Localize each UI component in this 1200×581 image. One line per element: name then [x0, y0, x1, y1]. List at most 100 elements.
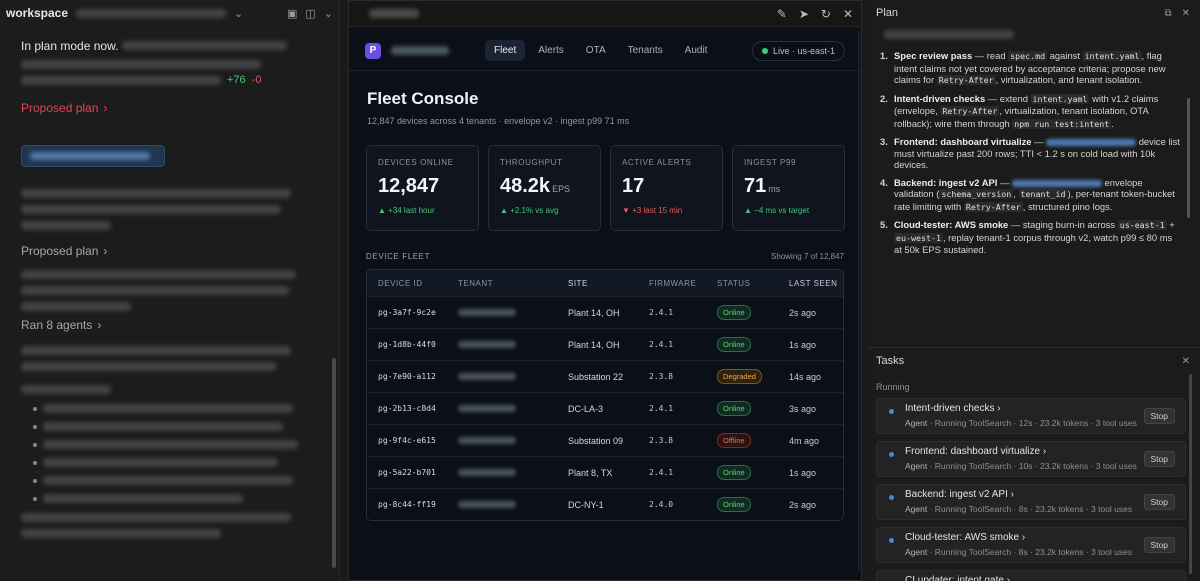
- redacted-text: [458, 436, 516, 444]
- chevron-down-icon[interactable]: ⌄: [234, 7, 244, 20]
- chat-message: [21, 346, 319, 394]
- table-row[interactable]: pg-3a7f-9c2e Plant 14, OH 2.4.1 Online 2s ag…: [367, 296, 843, 328]
- close-icon[interactable]: ✕: [1181, 7, 1190, 19]
- plan-item: 5. Cloud-tester: AWS smoke — staging burn…: [880, 219, 1175, 255]
- redacted-text: [21, 270, 296, 279]
- kpi-delta: ▲ +34 last hour: [378, 206, 435, 215]
- task-card[interactable]: Backend: ingest v2 API › Agent · Running …: [876, 484, 1186, 520]
- site-cell: Substation 09: [568, 435, 624, 446]
- redacted-text: [30, 152, 150, 160]
- table-row[interactable]: pg-1d8b-44f0 Plant 14, OH 2.4.1 Online 1s ag…: [367, 328, 843, 360]
- col-last-seen[interactable]: LAST SEEN: [789, 278, 838, 288]
- col-status[interactable]: STATUS: [717, 278, 751, 288]
- more-icon[interactable]: ⌄: [323, 7, 333, 20]
- app-logo[interactable]: P: [365, 42, 381, 59]
- task-meta: Agent · Running ToolSearch · 12s · 23.2k…: [905, 418, 1137, 428]
- redacted-text: [121, 41, 287, 50]
- ran-agents-label: Ran 8 agents: [21, 318, 93, 332]
- last-seen-cell: 1s ago: [789, 339, 817, 350]
- plan-item-title: Spec review pass: [894, 50, 973, 61]
- tenant-cell: [447, 308, 557, 318]
- redacted-text: [458, 308, 516, 316]
- chat-scrollbar[interactable]: [332, 358, 336, 568]
- last-seen-cell: 2s ago: [789, 307, 817, 318]
- col-firmware[interactable]: FIRMWARE: [649, 278, 697, 288]
- redacted-text: [21, 302, 131, 311]
- status-badge: Online: [717, 401, 751, 416]
- stop-button[interactable]: Stop: [1143, 494, 1175, 510]
- tab-ota[interactable]: OTA: [585, 45, 606, 56]
- running-dot-icon: [889, 538, 894, 543]
- site-cell: Plant 14, OH: [568, 339, 620, 350]
- redacted-text: [884, 30, 1014, 39]
- plan-item: 4. Backend: ingest v2 API — envelope vali…: [880, 176, 1175, 212]
- app-navbar: P Fleet Alerts OTA Tenants Audit Live · …: [349, 31, 861, 71]
- tab-fleet[interactable]: Fleet: [485, 40, 526, 61]
- ran-agents-row[interactable]: Ran 8 agents ›: [21, 318, 319, 332]
- split-view-icon[interactable]: ◫: [305, 7, 316, 20]
- kpi-label: THROUGHPUT: [500, 158, 563, 167]
- summary-list: [21, 404, 319, 503]
- chevron-right-icon: ›: [997, 403, 1001, 414]
- popout-icon[interactable]: ⧉: [1164, 7, 1172, 19]
- status-cell: Online: [706, 465, 778, 480]
- workspace-title: workspace: [6, 6, 69, 20]
- status-cell: Offline: [706, 433, 778, 448]
- refresh-icon[interactable]: ↻: [820, 6, 831, 21]
- task-card[interactable]: Intent-driven checks › Agent · Running To…: [876, 398, 1186, 434]
- proposed-plan-row[interactable]: Proposed plan ›: [21, 244, 319, 258]
- live-region-badge[interactable]: Live · us-east-1: [751, 40, 845, 61]
- plan-scrollbar[interactable]: [1187, 98, 1190, 218]
- close-icon[interactable]: ✕: [842, 6, 853, 21]
- plan-panel: Plan ⧉ ✕ 1. Spec review pass — read spec.…: [868, 0, 1200, 348]
- tenant-cell: [447, 500, 557, 510]
- tasks-header: Tasks ✕: [868, 348, 1200, 374]
- col-device-id[interactable]: DEVICE ID: [378, 278, 423, 288]
- tab-alerts[interactable]: Alerts: [538, 45, 564, 56]
- proposed-plan-link[interactable]: Proposed plan ›: [21, 101, 319, 115]
- stop-button[interactable]: Stop: [1143, 451, 1175, 467]
- task-card[interactable]: Cloud-tester: AWS smoke › Agent · Running…: [876, 527, 1186, 563]
- pointer-icon[interactable]: ➤: [798, 6, 809, 21]
- close-icon[interactable]: ✕: [1181, 355, 1190, 367]
- redacted-text: [458, 500, 516, 508]
- table-row[interactable]: pg-8c44-ff19 DC-NY-1 2.4.0 Online 2s ago: [367, 488, 843, 520]
- plan-title: Plan: [876, 7, 899, 19]
- list-item: [33, 476, 319, 485]
- task-name: CI updater: intent gate ›: [905, 575, 1185, 581]
- tab-audit[interactable]: Audit: [684, 45, 708, 56]
- last-seen-cell: 2s ago: [789, 499, 817, 510]
- tenant-cell: [447, 468, 557, 478]
- col-tenant[interactable]: TENANT: [458, 278, 493, 288]
- plan-item: 3. Frontend: dashboard virtualize — devic…: [880, 136, 1180, 170]
- plan-item-number: 4.: [880, 176, 888, 188]
- redacted-app-name: [391, 46, 449, 55]
- stop-button[interactable]: Stop: [1143, 537, 1175, 553]
- new-note-icon[interactable]: ▣: [286, 7, 298, 20]
- preview-scrollbar[interactable]: [858, 31, 860, 571]
- pencil-icon[interactable]: ✎: [776, 6, 787, 21]
- site-cell: DC-LA-3: [568, 403, 604, 414]
- col-site[interactable]: SITE: [568, 278, 588, 288]
- tasks-scrollbar[interactable]: [1189, 374, 1192, 574]
- kpi-value: 48.2k EPS: [500, 175, 571, 197]
- proposed-plan-label: Proposed plan: [21, 101, 99, 115]
- task-card[interactable]: Frontend: dashboard virtualize › Agent · …: [876, 441, 1186, 477]
- status-cell: Degraded: [706, 369, 778, 384]
- list-item: [33, 422, 319, 431]
- tasks-title: Tasks: [876, 355, 905, 367]
- device-id: pg-8c44-ff19: [378, 500, 436, 509]
- stop-button[interactable]: Stop: [1143, 408, 1175, 424]
- list-item: [33, 494, 319, 503]
- task-card[interactable]: CI updater: intent gate ›: [876, 570, 1186, 581]
- plan-item-number: 5.: [880, 219, 888, 230]
- table-row[interactable]: pg-7e90-a112 Substation 22 2.3.8 Degraded 14…: [367, 360, 843, 392]
- table-row[interactable]: pg-9f4c-e615 Substation 09 2.3.8 Offline 4m …: [367, 424, 843, 456]
- table-row[interactable]: pg-2b13-c8d4 DC-LA-3 2.4.1 Online 3s ago: [367, 392, 843, 424]
- browser-preview-pane: ✎ ➤ ↻ ✕ P Fleet Alerts OTA Tenants Audit…: [348, 0, 862, 581]
- redacted-text: [21, 60, 261, 69]
- tab-tenants[interactable]: Tenants: [627, 45, 663, 56]
- suggestion-chip[interactable]: [21, 145, 165, 167]
- table-row[interactable]: pg-5a22-b701 Plant 8, TX 2.4.1 Online 1s ago: [367, 456, 843, 488]
- last-seen-cell: 3s ago: [789, 403, 817, 414]
